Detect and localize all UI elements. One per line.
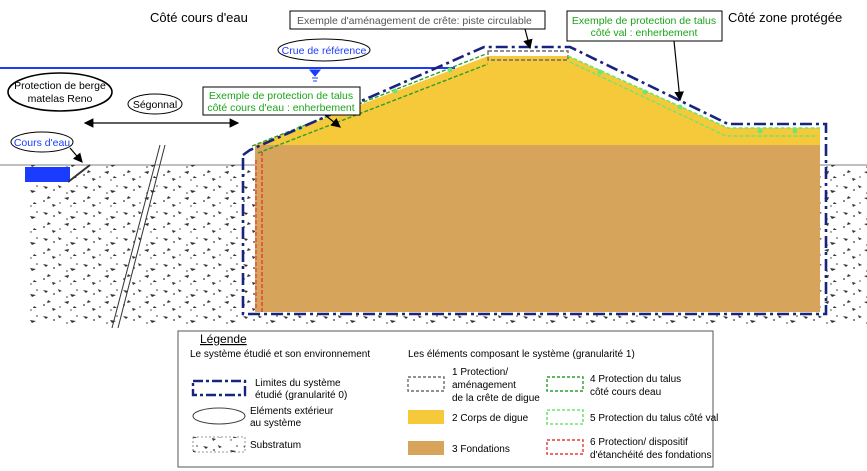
crest-callout-text: Exemple d'aménagement de crête: piste ci… [297,15,532,27]
land-side-slope-protection [567,55,820,129]
land-slope-callout-leader [673,40,684,102]
land-slope-callout-text-2: côté val : enherbement [591,27,698,39]
legend-boundary-label-1: Limites du système [255,378,341,389]
watercourse-leader [69,147,83,163]
legend-item-1-line-3: de la crête de digue [452,393,540,404]
legend-external-label-2: au système [250,418,302,429]
water-side-label: Côté cours d'eau [150,10,248,25]
crest-callout-leader [523,28,533,50]
waterproofing-swatch [546,439,584,455]
segonnal-line-1 [111,144,161,329]
water-slope-callout-leader [324,114,341,128]
dike-body-swatch [408,410,444,424]
watercourse-bank [67,164,91,183]
segonnal-ellipse [127,93,183,115]
legend-substratum-label: Substratum [250,440,301,451]
legend-item-6-line-1: 6 Protection/ dispositif [590,437,688,448]
flood-level-marker-icon [308,69,322,82]
legend-item-5: 5 Protection du talus côté val [590,413,718,424]
legend-title: Légende [200,332,247,346]
bank-protection-text-2: matelas Reno [28,93,93,105]
water-slope-swatch [546,376,584,392]
legend-item-6-line-2: d'étanchéité des fondations [590,450,711,461]
bank-protection-ellipse [7,72,113,112]
foundation-block [255,145,820,312]
bank-protection-text-1: Protection de berge [14,80,106,92]
legend-boundary-label-2: étudié (granularité 0) [255,390,347,401]
watercourse-water [25,167,70,182]
legend-environment-title: Le système étudié et son environnement [190,349,370,360]
watercourse-text: Cours d'eau [14,137,70,149]
ellipse-icon [192,407,246,425]
segonnal-line-2 [117,144,166,329]
reference-flood-text: Crue de référence [282,45,367,57]
crest-protection-outline [487,50,569,61]
watercourse-ellipse [10,131,74,153]
water-slope-callout-text-2: côté cours d'eau : enherbement [207,102,354,114]
reference-flood-ellipse [277,38,371,62]
legend-external-label-1: Eléments extérieur [250,406,334,417]
legend-item-3: 3 Fondations [452,444,510,455]
land-slope-callout-box [566,10,723,42]
legend-frame [177,330,714,468]
water-side-slope-protection [257,63,489,154]
dash-dot-rect-icon [191,379,247,397]
land-slope-callout-text-1: Exemple de protection de talus [572,15,716,27]
foundation-swatch [408,441,444,455]
water-slope-callout-box [202,86,361,116]
dike-body [255,56,820,145]
segonnal-text: Ségonnal [133,99,177,111]
land-side-slope-protection-inner [569,61,818,137]
protected-side-label: Côté zone protégée [728,10,842,25]
legend: Légende Le système étudié et son environ… [177,330,718,468]
crest-callout-box [289,10,546,30]
water-slope-callout-text-1: Exemple de protection de talus [209,90,353,102]
crest-protection-swatch [407,376,445,392]
legend-item-1-line-2: aménagement [452,380,516,391]
legend-item-2: 2 Corps de digue [452,413,529,424]
system-boundary [241,45,828,316]
speckle-rect-icon [192,436,246,453]
legend-item-4-line-1: 4 Protection du talus [590,374,681,385]
legend-item-1-line-1: 1 Protection/ [452,367,508,378]
land-slope-swatch [546,409,584,425]
legend-item-4-line-2: côté cours deau [590,387,661,398]
legend-elements-title: Les éléments composant le système (granu… [408,349,635,360]
